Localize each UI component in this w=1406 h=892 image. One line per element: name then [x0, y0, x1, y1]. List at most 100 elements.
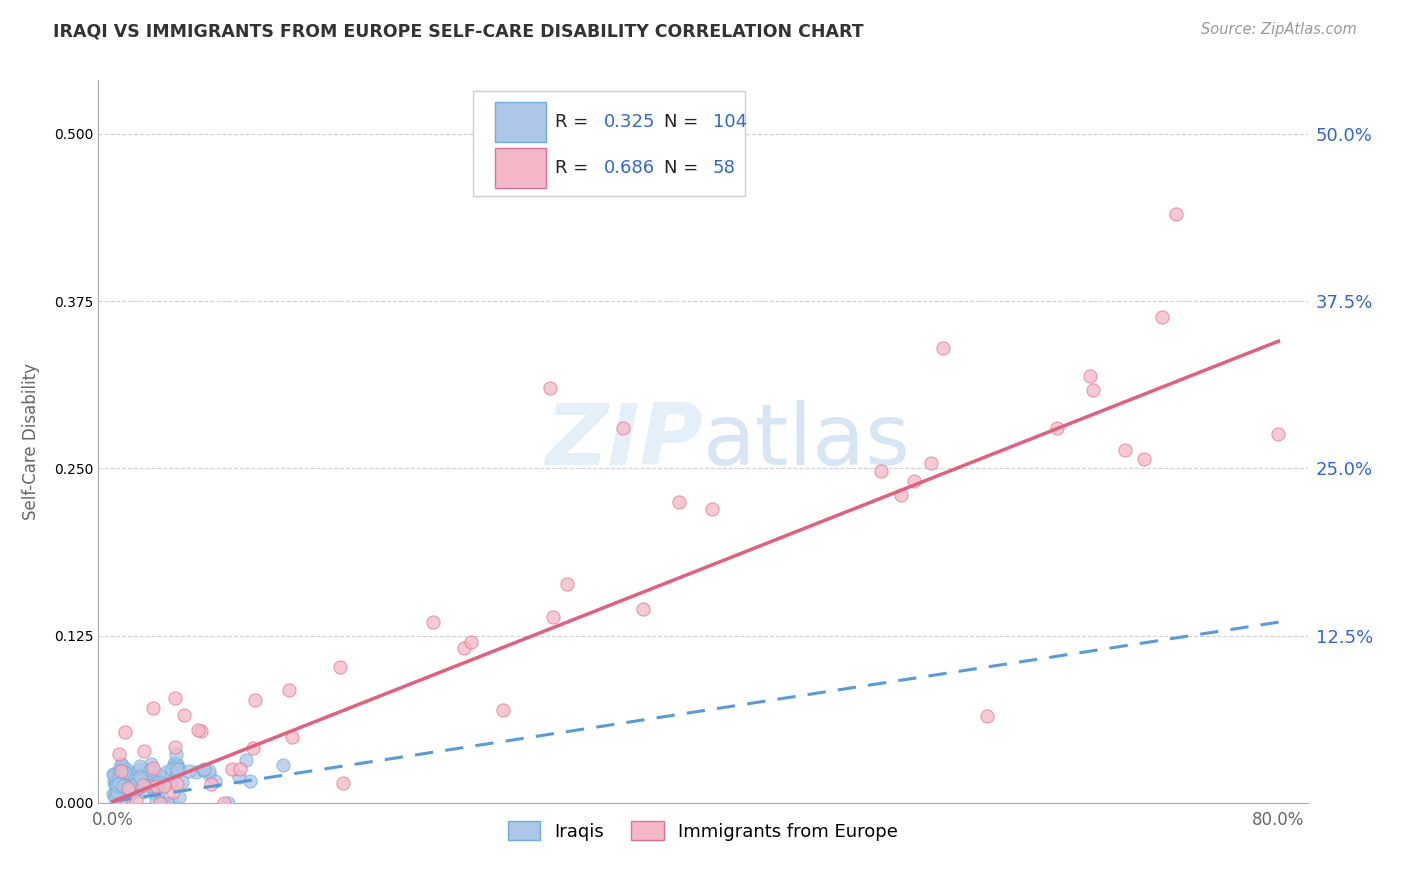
Point — [453, 641, 475, 656]
Point — [167, 789, 190, 804]
Point — [121, 786, 143, 800]
Point — [166, 777, 188, 791]
Point — [229, 762, 252, 776]
Point — [132, 778, 155, 792]
Point — [538, 381, 561, 395]
Point — [217, 796, 239, 810]
Point — [160, 762, 183, 776]
Point — [870, 464, 893, 478]
Point — [221, 762, 243, 776]
Point — [110, 756, 132, 771]
Point — [890, 488, 912, 502]
Point — [1132, 451, 1154, 466]
Point — [145, 779, 167, 793]
Text: 0.686: 0.686 — [603, 159, 655, 177]
Point — [129, 770, 152, 784]
Point — [115, 781, 138, 796]
Point — [111, 771, 134, 785]
Point — [114, 783, 136, 797]
Point — [920, 456, 942, 470]
Point — [332, 776, 354, 790]
Point — [162, 796, 184, 810]
Point — [139, 779, 162, 793]
Point — [271, 757, 294, 772]
Point — [112, 770, 135, 784]
Point — [131, 762, 153, 776]
Point — [1267, 427, 1289, 442]
Point — [145, 793, 167, 807]
Point — [103, 775, 125, 789]
Point — [159, 776, 181, 790]
Point — [149, 796, 172, 810]
Point — [162, 785, 184, 799]
Point — [186, 764, 208, 779]
Point — [1166, 207, 1188, 221]
Point — [129, 773, 152, 788]
Text: 0.325: 0.325 — [603, 113, 655, 131]
Point — [117, 780, 139, 795]
Point — [172, 775, 194, 789]
Text: IRAQI VS IMMIGRANTS FROM EUROPE SELF-CARE DISABILITY CORRELATION CHART: IRAQI VS IMMIGRANTS FROM EUROPE SELF-CAR… — [53, 22, 865, 40]
Point — [668, 495, 690, 509]
Point — [104, 789, 127, 804]
Point — [163, 757, 186, 772]
Point — [148, 775, 170, 789]
Text: N =: N = — [664, 159, 704, 177]
Point — [110, 764, 132, 779]
Point — [238, 773, 260, 788]
Point — [103, 787, 125, 801]
Point — [329, 660, 352, 674]
Point — [198, 764, 221, 779]
Point — [191, 763, 214, 777]
Point — [121, 772, 143, 786]
Point — [125, 776, 148, 790]
Point — [541, 609, 564, 624]
Point — [105, 785, 128, 799]
Point — [139, 757, 162, 772]
Point — [212, 796, 235, 810]
Point — [118, 783, 141, 797]
Point — [125, 777, 148, 791]
Point — [153, 779, 176, 793]
Point — [139, 771, 162, 785]
Point — [132, 785, 155, 799]
Point — [120, 764, 142, 779]
Point — [131, 775, 153, 789]
Point — [107, 765, 129, 780]
Point — [142, 761, 165, 775]
Point — [1152, 310, 1174, 325]
Point — [108, 747, 131, 761]
Point — [112, 764, 135, 779]
Point — [115, 785, 138, 799]
Point — [112, 767, 135, 781]
Point — [105, 766, 128, 780]
Point — [127, 778, 149, 792]
Point — [166, 757, 188, 772]
Point — [108, 770, 131, 784]
Point — [112, 769, 135, 783]
FancyBboxPatch shape — [495, 103, 546, 142]
Point — [111, 780, 134, 794]
Point — [702, 502, 724, 516]
Point — [142, 786, 165, 800]
Point — [108, 776, 131, 790]
Point — [177, 764, 200, 779]
Text: atlas: atlas — [703, 400, 911, 483]
Point — [190, 723, 212, 738]
Point — [166, 762, 188, 776]
Point — [125, 772, 148, 787]
Point — [281, 730, 304, 744]
Point — [103, 787, 125, 801]
Point — [125, 794, 148, 808]
Point — [166, 757, 188, 772]
Text: R =: R = — [555, 113, 595, 131]
Point — [139, 775, 162, 789]
Text: 104: 104 — [713, 113, 747, 131]
Text: ZIP: ZIP — [546, 400, 703, 483]
Point — [114, 795, 136, 809]
Point — [111, 770, 134, 784]
Point — [163, 756, 186, 770]
Point — [167, 762, 190, 776]
Point — [128, 780, 150, 794]
Point — [903, 474, 925, 488]
